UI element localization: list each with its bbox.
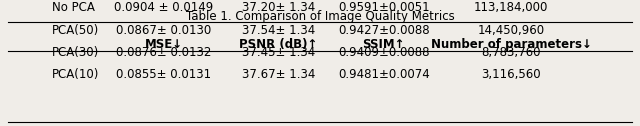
Text: 0.0867± 0.0130: 0.0867± 0.0130 [116,24,211,37]
Text: 37.67± 1.34: 37.67± 1.34 [242,68,316,81]
Text: SSIM↑: SSIM↑ [362,38,405,51]
Text: Table 1. Comparison of Image Quality Metrics: Table 1. Comparison of Image Quality Met… [186,10,454,23]
Text: 0.9409±0.0088: 0.9409±0.0088 [338,46,429,59]
Text: MSE↓: MSE↓ [145,38,183,51]
Text: 0.9591±0.0051: 0.9591±0.0051 [338,1,429,14]
Text: PCA(50): PCA(50) [52,24,100,37]
Text: 0.9481±0.0074: 0.9481±0.0074 [338,68,429,81]
Text: 37.45± 1.34: 37.45± 1.34 [242,46,316,59]
Text: 37.20± 1.34: 37.20± 1.34 [242,1,316,14]
Text: 0.0904 ± 0.0149: 0.0904 ± 0.0149 [115,1,214,14]
Text: 0.0855± 0.0131: 0.0855± 0.0131 [116,68,211,81]
Text: No PCA: No PCA [52,1,95,14]
Text: PSNR (dB)↑: PSNR (dB)↑ [239,38,318,51]
Text: 113,184,000: 113,184,000 [474,1,548,14]
Text: PCA(10): PCA(10) [52,68,100,81]
Text: 37.54± 1.34: 37.54± 1.34 [242,24,316,37]
Text: Number of parameters↓: Number of parameters↓ [431,38,591,51]
Text: 8,783,760: 8,783,760 [481,46,541,59]
Text: 14,450,960: 14,450,960 [477,24,545,37]
Text: 0.0876± 0.0132: 0.0876± 0.0132 [116,46,212,59]
Text: 3,116,560: 3,116,560 [481,68,541,81]
Text: 0.9427±0.0088: 0.9427±0.0088 [338,24,429,37]
Text: PCA(30): PCA(30) [52,46,100,59]
